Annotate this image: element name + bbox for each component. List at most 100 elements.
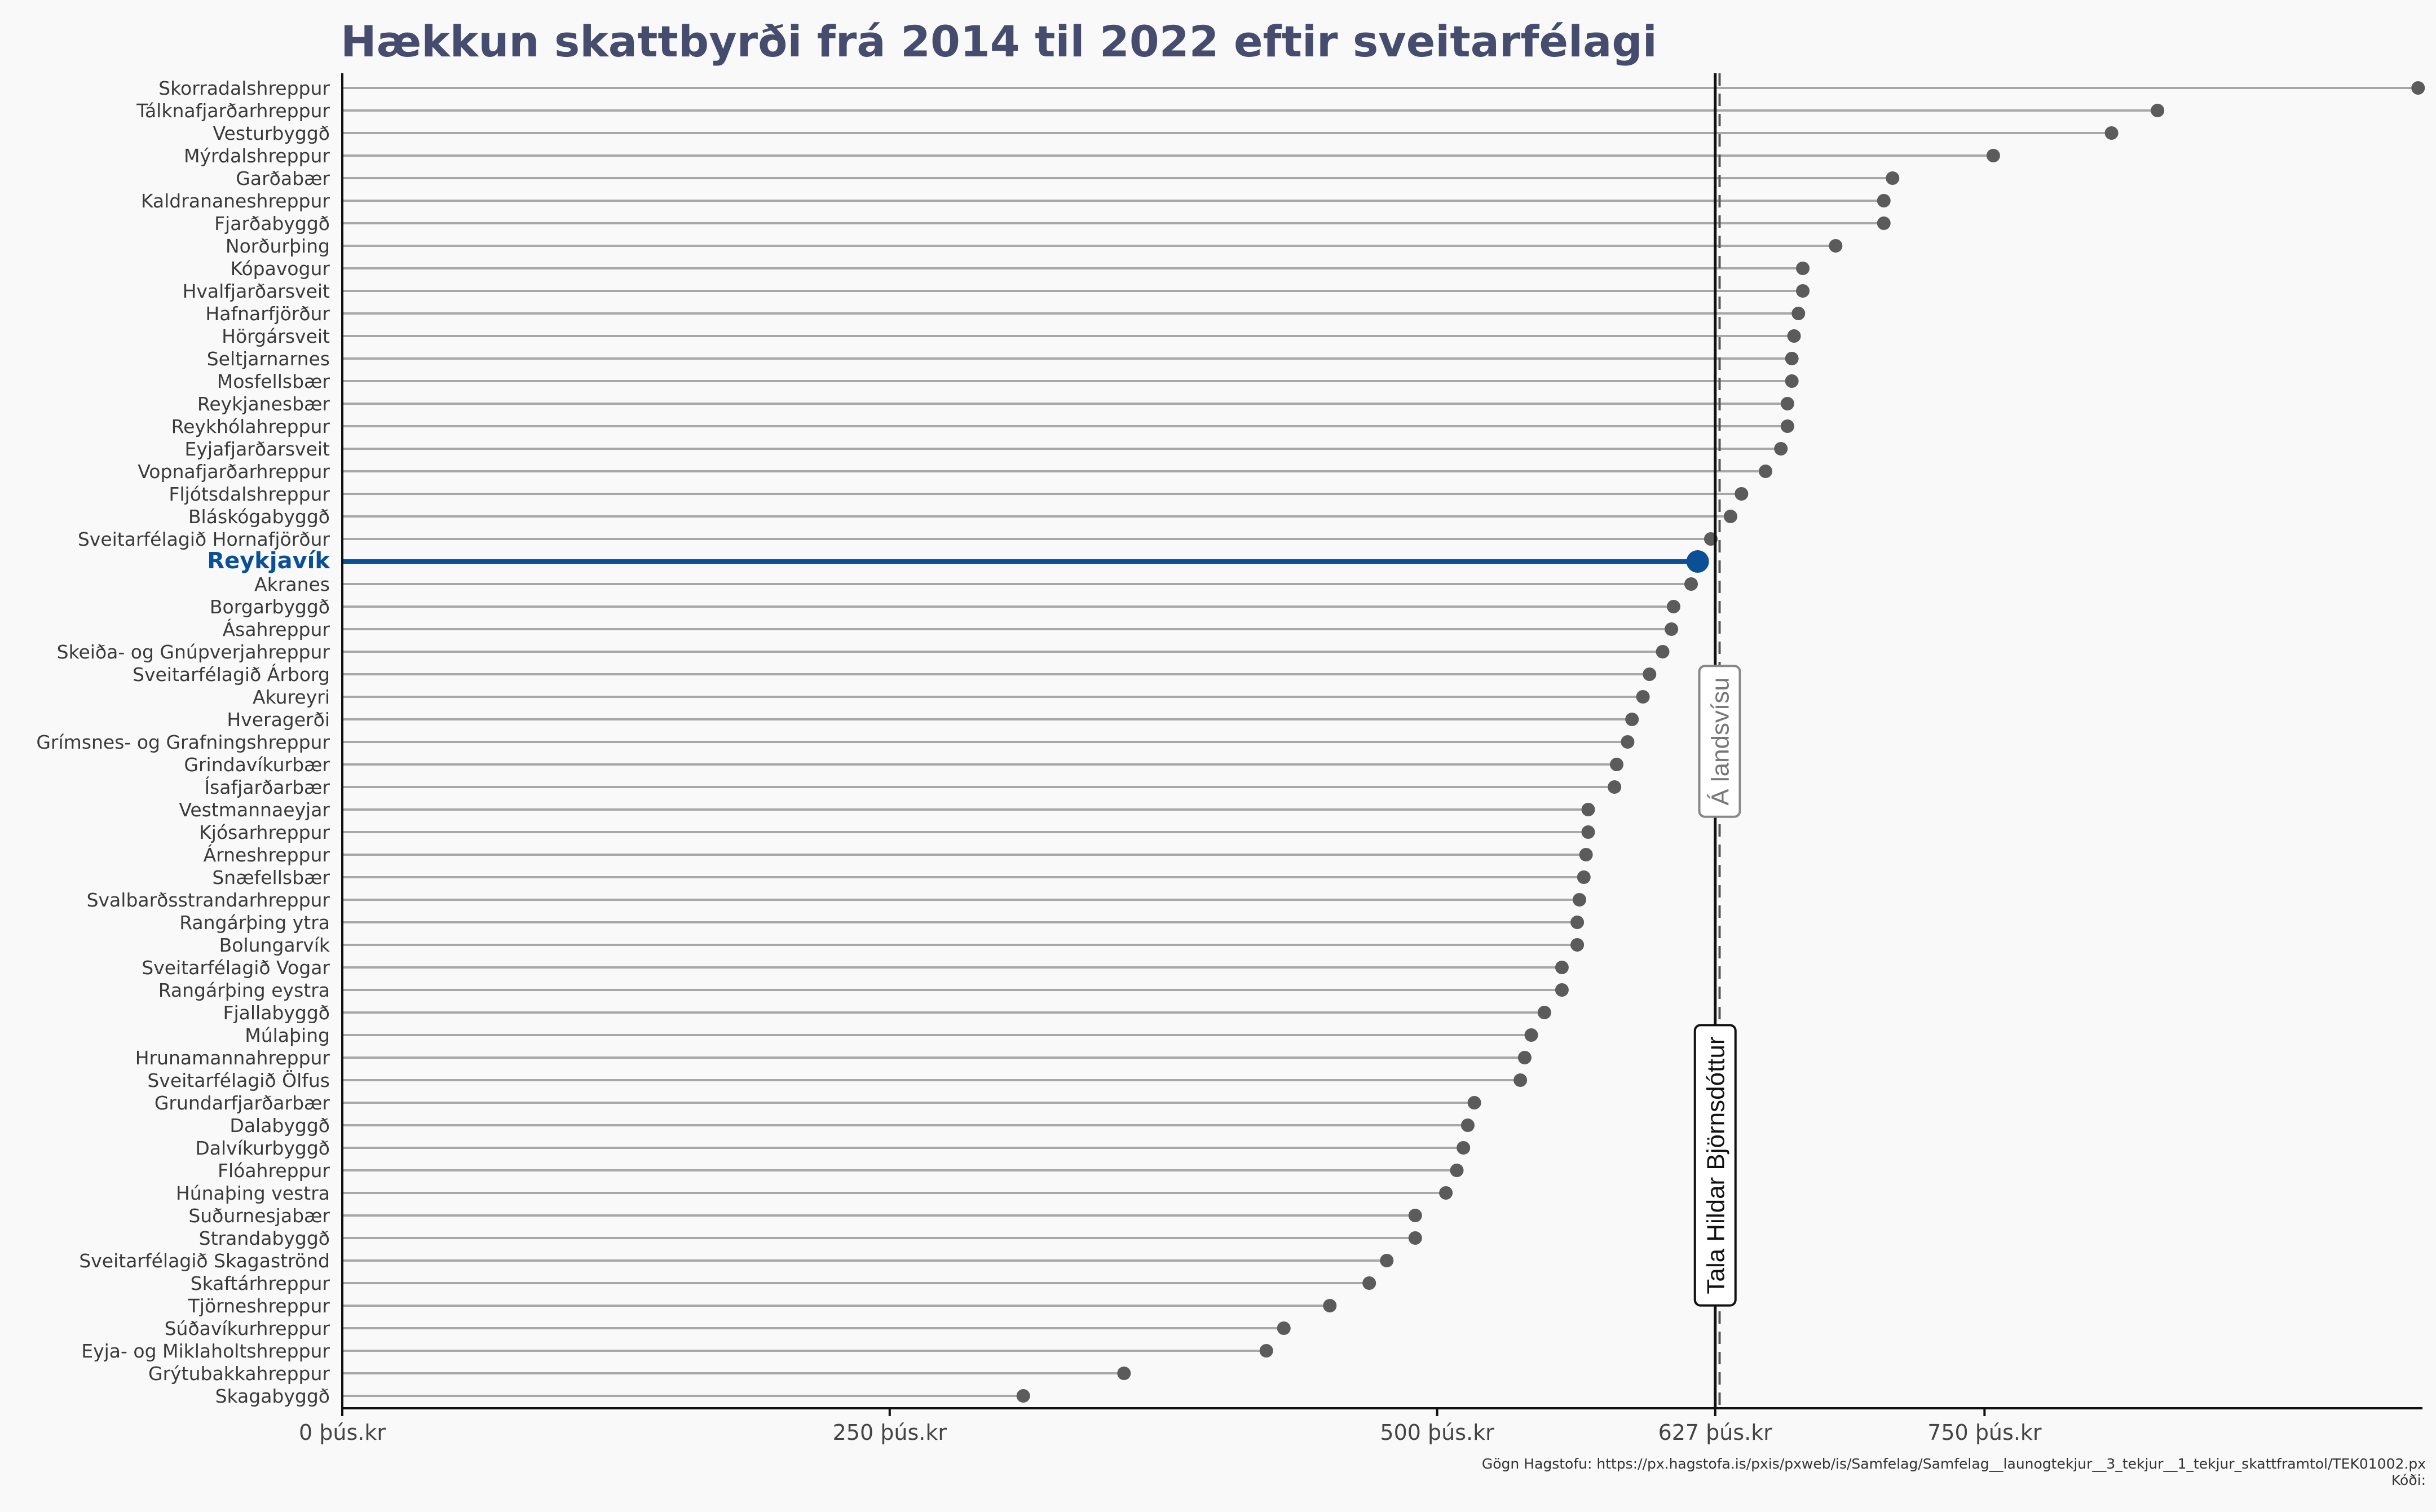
category-label: Vopnafjarðarhreppur [138,461,330,483]
label-box [1698,665,1741,818]
point [1572,893,1586,907]
x-axis: 0 þús.kr 250 þús.kr 500 þús.kr 627 þús.kr 75… [299,73,2422,1445]
point [1780,419,1794,433]
point [1457,1141,1471,1155]
row-reykh-lahreppur: Reykhólahreppur [171,415,1794,437]
row-skei-a-og-gn-pverjahreppur: Skeiða- og Gnúpverjahreppur [57,641,1670,663]
category-label: Hveragerði [227,709,330,731]
point [1666,600,1680,613]
category-label: Múlaþing [245,1024,330,1046]
row-m-la-ing: Múlaþing [245,1024,1538,1046]
point [1277,1321,1291,1335]
national-reference-label: Á landsvísu [1698,665,1741,818]
point [1517,1051,1532,1064]
point [1796,284,1810,298]
point [1665,622,1679,636]
category-label: Tálknafjarðarhreppur [136,100,330,122]
row-bolungarv-k: Bolungarvík [219,934,1585,956]
row-skorradalshreppur: Skorradalshreppur [158,77,2425,99]
point [1608,780,1622,794]
chart-title: Hækkun skattbyrði frá 2014 til 2022 efti… [341,16,1657,67]
reference-lines: Tala Hildar Björnsdóttur Á landsvísu [1693,73,1741,1408]
row-vestmannaeyjar: Vestmannaeyjar [179,799,1595,821]
point [1577,870,1591,884]
row-grundarfjar-arb-r: Grundarfjarðarbær [155,1092,1481,1114]
point [1579,848,1593,861]
row-kj-sarhreppur: Kjósarhreppur [199,821,1595,843]
row-strandabygg-: Strandabyggð [199,1227,1422,1249]
row-bl-sk-gabygg-: Bláskógabyggð [188,506,1737,528]
point [1877,216,1891,230]
category-label: Kópavogur [230,258,330,280]
row-gr-msnes-og-grafningshreppur: Grímsnes- og Grafningshreppur [36,731,1635,753]
point [1759,465,1773,478]
category-label: Vestmannaeyjar [179,799,330,821]
point [1581,825,1595,839]
category-label: Hrunamannahreppur [135,1047,330,1069]
category-label: Grýtubakkahreppur [148,1363,330,1385]
row-hafnarfj-r-ur: Hafnarfjörður [205,303,1806,325]
category-label: Dalabyggð [230,1115,330,1137]
row-fl-ahreppur: Flóahreppur [218,1160,1464,1182]
point [1684,577,1698,591]
category-label: Ísafjarðarbær [204,776,330,798]
point [2151,104,2165,117]
point [1467,1096,1481,1109]
category-label: Ásahreppur [223,618,330,640]
point [1439,1186,1453,1200]
row-sveitarf-lagi-hornafj-r-ur: Sveitarfélagið Hornafjörður [78,528,1718,550]
category-label: Fljótsdalshreppur [169,483,330,505]
category-label: Kaldrananeshreppur [141,190,330,212]
row-fjar-abygg-: Fjarðabyggð [214,213,1891,235]
row-dalv-kurbygg-: Dalvíkurbyggð [195,1137,1471,1159]
row-grindav-kurb-r: Grindavíkurbær [184,754,1623,776]
row-hvalfjar-arsveit: Hvalfjarðarsveit [183,280,1810,302]
point [1380,1254,1394,1267]
category-label: Vesturbyggð [213,122,330,144]
category-label: Flóahreppur [218,1160,330,1182]
row-kaldrananeshreppur: Kaldrananeshreppur [141,190,1891,212]
category-label: Eyjafjarðarsveit [185,438,330,460]
category-label: Reykjavík [207,548,330,574]
point [1780,397,1794,410]
category-label: Snæfellsbær [212,866,330,888]
row-gr-tubakkahreppur: Grýtubakkahreppur [148,1363,1131,1385]
point [1785,352,1799,365]
label-text: Á landsvísu [1707,677,1735,805]
row-vopnafjar-arhreppur: Vopnafjarðarhreppur [138,461,1773,483]
row-eyja-og-miklaholtshreppur: Eyja- og Miklaholtshreppur [81,1340,1273,1362]
point [1877,194,1891,207]
row-dalabygg-: Dalabyggð [230,1115,1475,1137]
row-rang-r-ing-eystra: Rangárþing eystra [158,979,1569,1001]
category-label: Sveitarfélagið Hornafjörður [78,528,330,550]
category-label: Skaftárhreppur [191,1272,330,1294]
category-label: Reykhólahreppur [171,415,330,437]
point [1537,1006,1551,1019]
row-h-na-ing-vestra: Húnaþing vestra [176,1182,1453,1204]
row-tj-rneshreppur: Tjörneshreppur [188,1295,1337,1317]
category-label: Sveitarfélagið Vogar [142,957,330,979]
category-label: Bláskógabyggð [188,506,330,528]
category-label: Strandabyggð [199,1227,330,1249]
point [1686,550,1709,573]
category-label: Reykjanesbær [197,393,330,415]
row-akureyri: Akureyri [253,686,1650,708]
category-label: Hörgársveit [222,325,330,347]
row-reykjav-k: Reykjavík [207,548,1709,574]
row-sn-fellsb-r: Snæfellsbær [212,866,1591,888]
category-label: Mýrdalshreppur [184,145,330,167]
x-tick-label: 500 þús.kr [1380,1420,1494,1445]
category-label: Skorradalshreppur [158,77,330,99]
row-m-rdalshreppur: Mýrdalshreppur [184,145,2000,167]
category-label: Hvalfjarðarsveit [183,280,330,302]
point [1408,1231,1422,1245]
point [1408,1209,1422,1222]
category-label: Súðavíkurhreppur [165,1318,330,1339]
category-label: Kjósarhreppur [199,821,330,843]
point [1787,329,1801,343]
point [1323,1299,1337,1312]
source-code-note: Kóði: [2391,1472,2426,1488]
row-rang-r-ing-ytra: Rangárþing ytra [179,912,1585,934]
label-text: Tala Hildar Björnsdóttur [1702,1036,1730,1294]
